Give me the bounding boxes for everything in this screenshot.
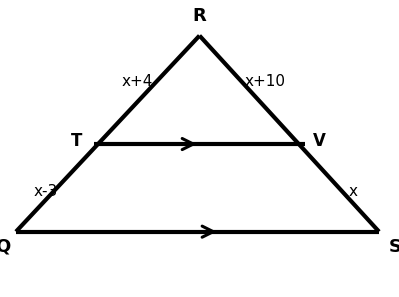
Text: R: R — [193, 7, 206, 25]
Text: x+10: x+10 — [245, 74, 286, 89]
Text: Q: Q — [0, 238, 10, 256]
Text: T: T — [70, 132, 82, 150]
Text: x-3: x-3 — [34, 184, 58, 199]
Text: x: x — [349, 184, 358, 199]
Text: S: S — [389, 238, 399, 256]
Text: V: V — [313, 132, 326, 150]
Text: x+4: x+4 — [122, 74, 153, 89]
